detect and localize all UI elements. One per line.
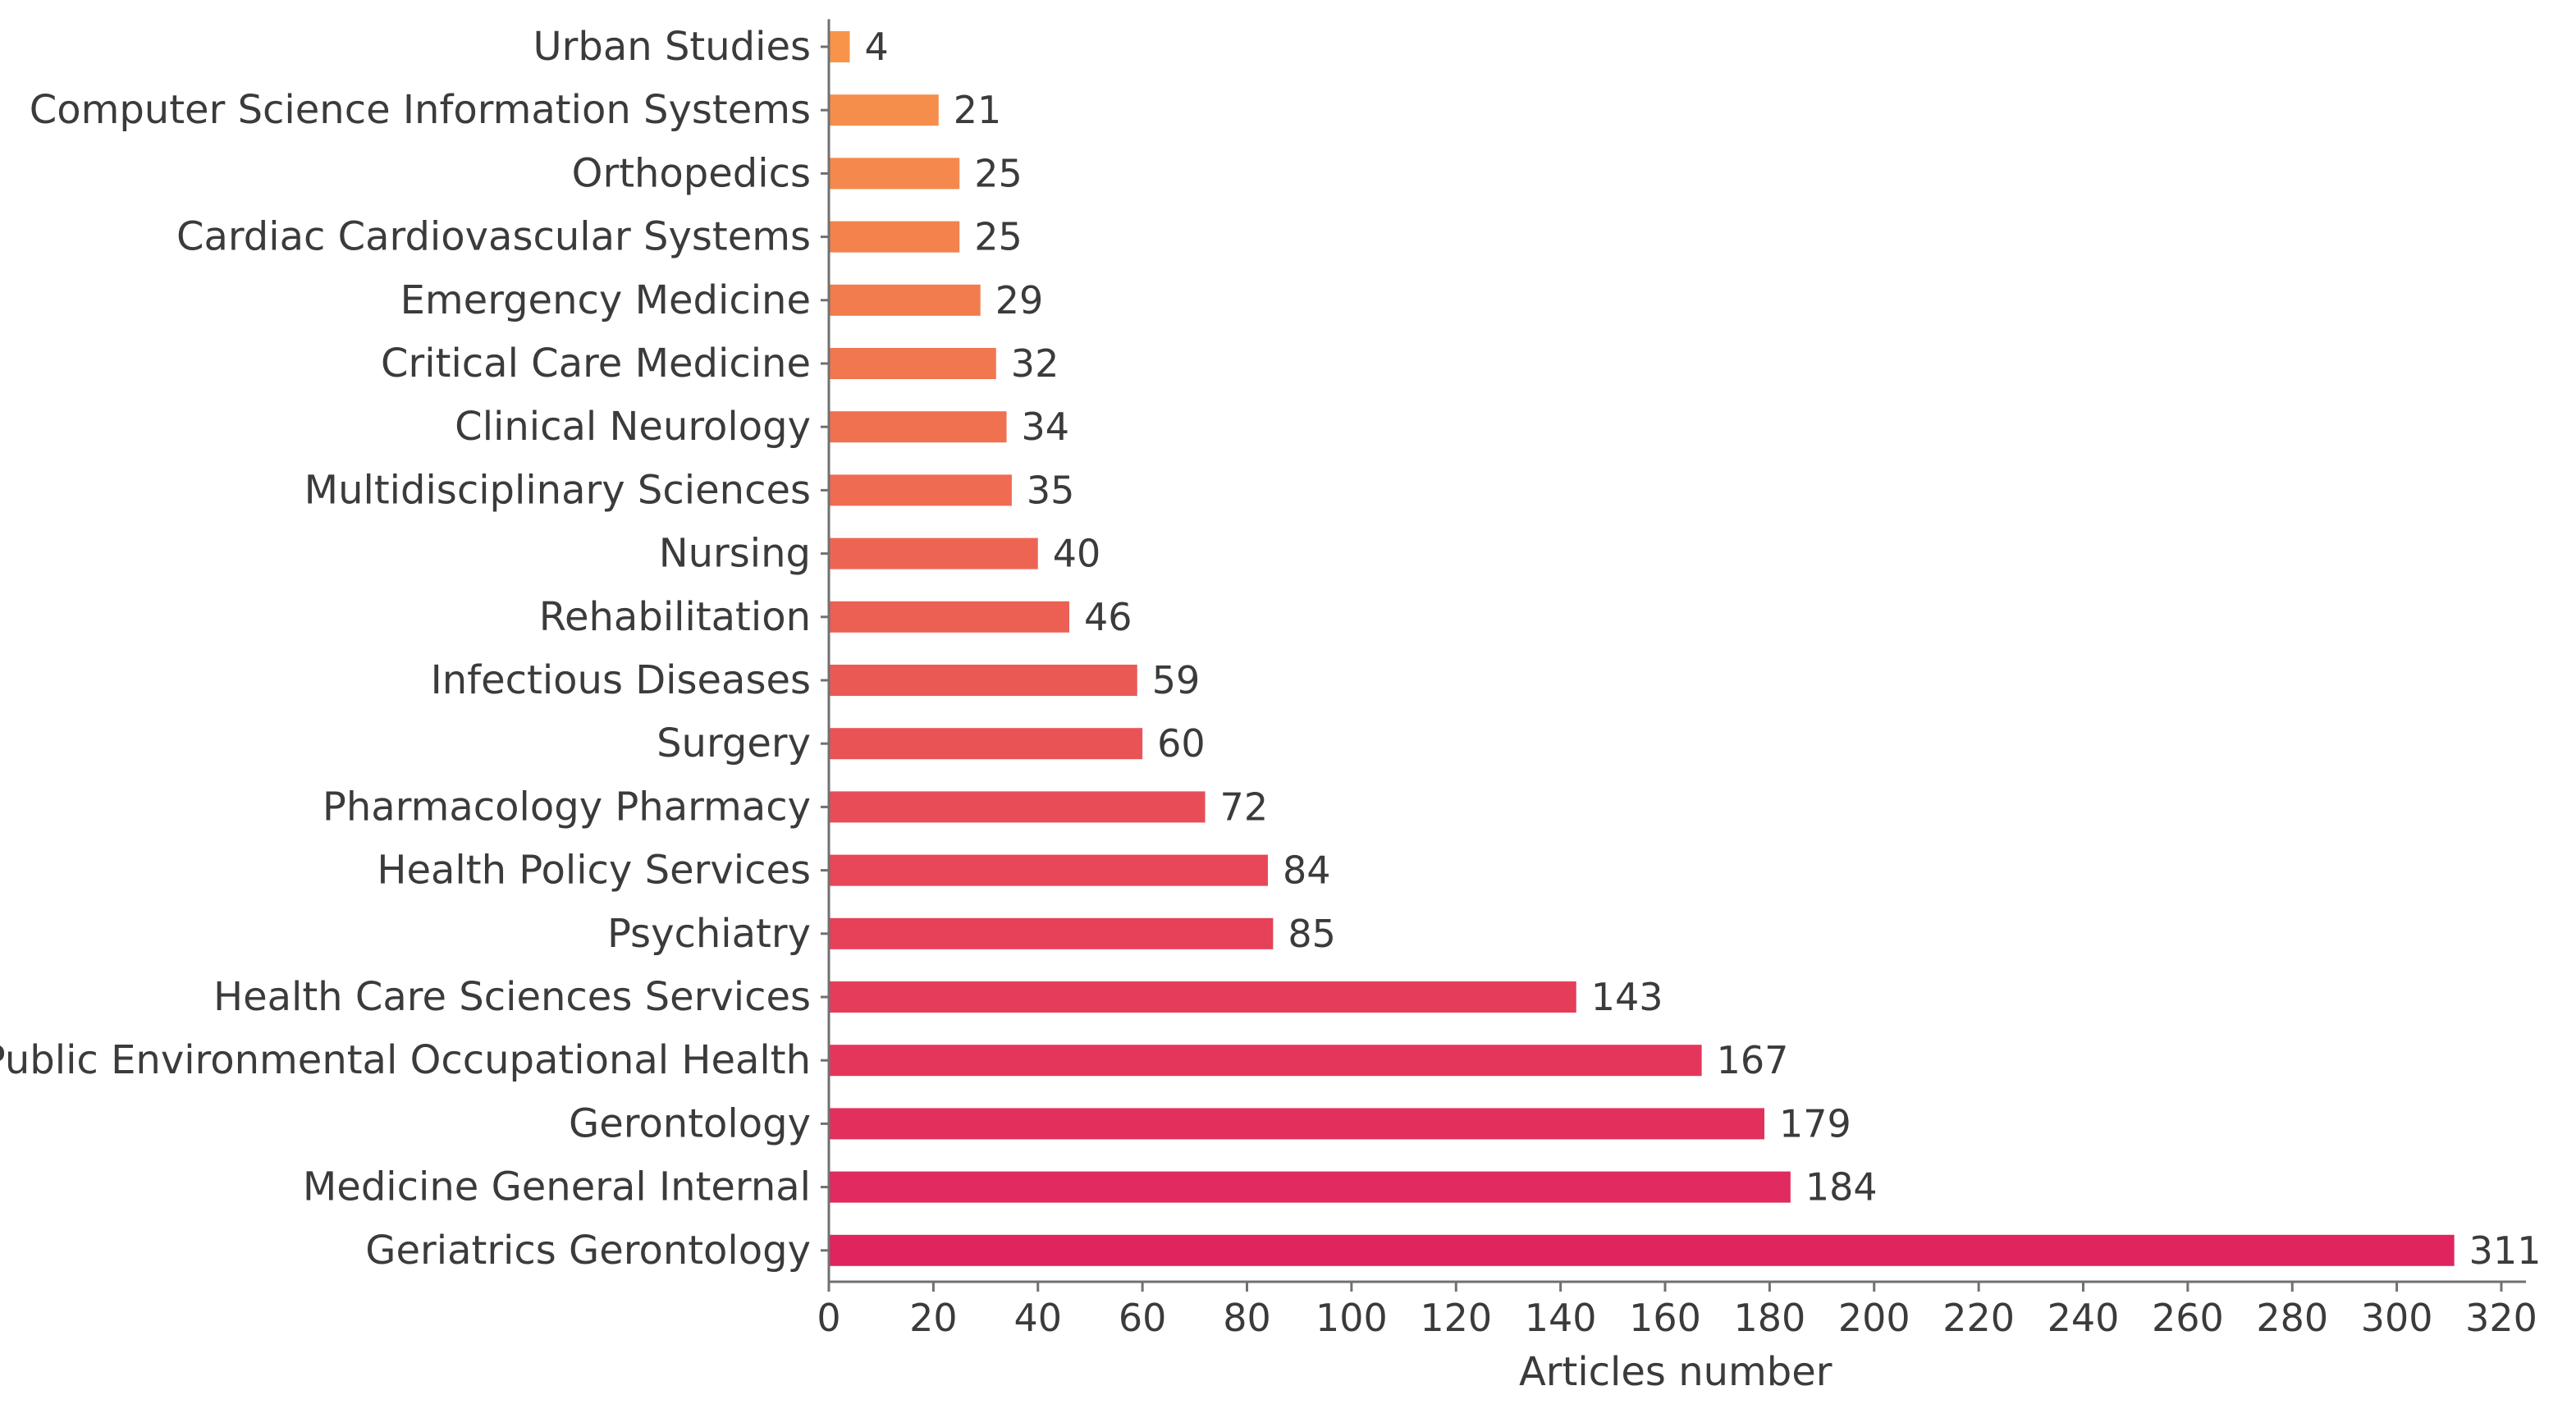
category-label: Geriatrics Gerontology xyxy=(365,1228,811,1274)
data-label: 25 xyxy=(974,151,1023,195)
bar-5 xyxy=(829,348,996,379)
data-label: 25 xyxy=(974,215,1023,259)
bar-13 xyxy=(829,854,1268,886)
x-tick-label: 180 xyxy=(1733,1296,1805,1340)
bar-0 xyxy=(829,31,850,62)
x-tick-label: 160 xyxy=(1629,1296,1701,1340)
data-label: 311 xyxy=(2469,1228,2542,1273)
category-label: Urban Studies xyxy=(533,24,811,70)
x-tick-label: 240 xyxy=(2048,1296,2120,1340)
x-tick-label: 0 xyxy=(817,1296,840,1340)
data-label: 21 xyxy=(954,88,1002,132)
category-label: Health Care Sciences Services xyxy=(213,974,811,1020)
category-label: Psychiatry xyxy=(607,911,811,957)
data-label: 29 xyxy=(995,278,1044,322)
category-label: Nursing xyxy=(659,531,811,577)
category-label: Pharmacology Pharmacy xyxy=(323,784,811,830)
category-label: Rehabilitation xyxy=(539,594,811,640)
bar-6 xyxy=(829,411,1007,443)
bar-17 xyxy=(829,1108,1765,1140)
x-tick-label: 260 xyxy=(2152,1296,2224,1340)
x-tick-label: 280 xyxy=(2256,1296,2328,1340)
bar-4 xyxy=(829,284,981,316)
bar-9 xyxy=(829,601,1069,633)
data-label: 179 xyxy=(1779,1101,1851,1146)
bar-16 xyxy=(829,1045,1702,1077)
x-tick-label: 320 xyxy=(2465,1296,2537,1340)
category-label: Orthopedics xyxy=(572,150,811,196)
data-label: 34 xyxy=(1022,405,1070,449)
bar-11 xyxy=(829,728,1143,760)
x-tick-label: 140 xyxy=(1525,1296,1597,1340)
data-label: 40 xyxy=(1053,532,1101,576)
x-tick-label: 120 xyxy=(1420,1296,1492,1340)
x-tick-label: 300 xyxy=(2361,1296,2433,1340)
x-axis-title: Articles number xyxy=(1519,1349,1832,1395)
category-label: Emergency Medicine xyxy=(400,277,811,323)
bar-2 xyxy=(829,158,960,190)
category-label: Health Policy Services xyxy=(377,848,811,894)
bar-19 xyxy=(829,1234,2455,1266)
category-label: Surgery xyxy=(657,720,811,766)
data-label: 184 xyxy=(1805,1165,1878,1210)
bar-12 xyxy=(829,791,1206,823)
category-label: Clinical Neurology xyxy=(455,404,811,450)
data-label: 72 xyxy=(1220,784,1269,829)
data-label: 4 xyxy=(864,25,888,69)
bar-1 xyxy=(829,94,939,126)
bar-15 xyxy=(829,981,1576,1013)
bar-3 xyxy=(829,221,960,253)
axes-layer xyxy=(827,19,2526,1283)
x-tick-label: 20 xyxy=(909,1296,958,1340)
ticks-layer xyxy=(821,45,2503,1292)
category-label: Public Environmental Occupational Health xyxy=(0,1037,811,1083)
category-label: Infectious Diseases xyxy=(431,657,811,703)
data-label: 84 xyxy=(1283,848,1331,893)
bar-18 xyxy=(829,1171,1791,1203)
bars-layer xyxy=(829,31,2455,1266)
labels-layer: Urban Studies 4 Computer Science Informati… xyxy=(0,24,2541,1340)
x-tick-label: 100 xyxy=(1315,1296,1388,1340)
data-label: 32 xyxy=(1011,341,1059,386)
data-label: 59 xyxy=(1152,658,1201,702)
data-label: 85 xyxy=(1288,912,1336,956)
data-label: 46 xyxy=(1084,595,1132,639)
x-tick-label: 60 xyxy=(1119,1296,1167,1340)
category-label: Medicine General Internal xyxy=(303,1164,811,1210)
x-tick-label: 80 xyxy=(1223,1296,1271,1340)
category-label: Gerontology xyxy=(569,1100,811,1146)
data-label: 60 xyxy=(1157,721,1206,766)
x-tick-label: 40 xyxy=(1013,1296,1062,1340)
bar-7 xyxy=(829,474,1012,506)
category-label: Multidisciplinary Sciences xyxy=(304,467,811,513)
category-label: Computer Science Information Systems xyxy=(30,87,811,133)
data-label: 167 xyxy=(1717,1038,1789,1082)
data-label: 143 xyxy=(1591,975,1663,1019)
bar-8 xyxy=(829,537,1038,569)
category-label: Critical Care Medicine xyxy=(381,341,811,386)
x-tick-label: 200 xyxy=(1838,1296,1910,1340)
data-label: 35 xyxy=(1027,468,1075,512)
x-tick-label: 220 xyxy=(1942,1296,2015,1340)
bar-10 xyxy=(829,665,1137,696)
category-label: Cardiac Cardiovascular Systems xyxy=(176,214,811,260)
bar-14 xyxy=(829,917,1274,949)
